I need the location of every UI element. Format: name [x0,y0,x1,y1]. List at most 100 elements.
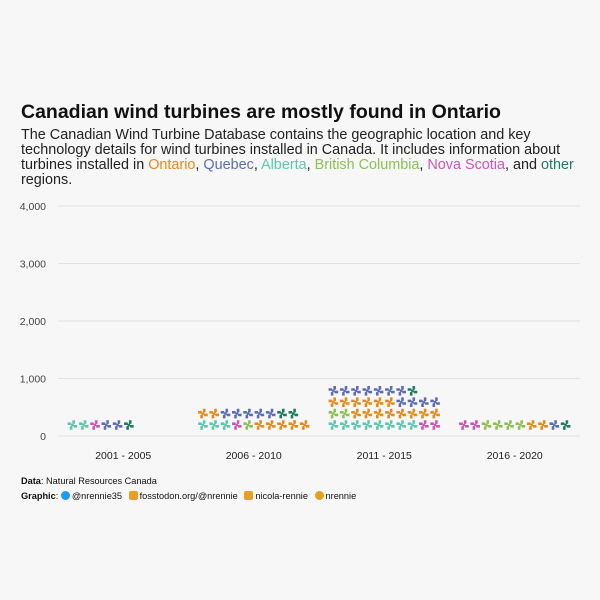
pinwheel-icon [418,397,429,407]
pinwheel-hub [462,423,466,427]
pinwheel-blade [401,390,407,394]
pinwheel-blade [435,425,440,428]
pinwheel-blade [367,386,370,391]
pinwheel-hub [388,412,392,415]
pinwheel-blade [282,413,287,417]
category-label: 2006 - 2010 [226,450,282,462]
pinwheel-blade [520,425,526,428]
pinwheel-hub [411,412,414,415]
pinwheel-blade [95,420,98,425]
pinwheel-blade [265,422,271,425]
pinwheel-blade [83,420,87,425]
pinwheel-blade [554,425,560,428]
pinwheel-blade [435,420,438,425]
pinwheel-blade [459,422,464,425]
pinwheel-hub [343,412,346,415]
pinwheel-icon [385,386,395,396]
pinwheel-blade [333,402,339,405]
pinwheel-blade [362,422,368,425]
pinwheel-blade [389,390,395,394]
pinwheel-blade [412,408,416,414]
pinwheel-blade [362,399,368,403]
pinwheel-blade [356,408,359,414]
github-handle[interactable]: nrennie [325,491,357,501]
pinwheel-blade [259,420,262,425]
graphic-credit: Graphic: @nrennie35 fosstodon.org/@nrenn… [21,491,357,501]
pinwheel-hub [433,412,437,415]
pinwheel-icon [209,408,219,419]
pinwheel-blade [351,411,356,414]
subtitle-separator: , [419,157,428,173]
pinwheel-blade [412,386,416,391]
pinwheel-blade [430,422,436,425]
pinwheel-icon [339,408,350,419]
pinwheel-icon [396,397,407,407]
pinwheel-icon [526,420,537,430]
linkedin-handle[interactable]: nicola-rennie [255,491,308,501]
pinwheel-blade [423,425,429,428]
pinwheel-blade [387,425,390,430]
chart-title: Canadian wind turbines are mostly found … [21,101,501,123]
pinwheel-hub [507,423,511,427]
pinwheel-blade [356,386,359,391]
mastodon-handle[interactable]: fosstodon.org/@nrennie [139,491,238,501]
pinwheel-blade [486,425,492,428]
pinwheel-blade [554,420,557,425]
pinwheel-icon [198,420,208,430]
pinwheel-blade [254,422,260,425]
pinwheel-hub [292,423,295,427]
twitter-handle[interactable]: @nrennie35 [71,491,123,501]
pinwheel-icon [362,386,373,396]
pinwheel-blade [245,425,249,430]
pinwheel-hub [343,389,346,392]
pinwheel-blade [432,402,436,407]
pinwheel-blade [504,422,510,425]
pinwheel-blade [565,420,569,425]
pinwheel-icon [407,408,418,419]
pinwheel-blade [277,411,282,414]
pinwheel-blade [328,388,334,391]
pinwheel-blade [423,397,427,403]
pinwheel-icon [243,420,253,430]
pinwheel-blade [299,422,305,425]
pinwheel-blade [396,422,402,425]
pinwheel-blade [389,413,395,417]
pinwheel-blade [277,422,282,425]
pinwheel-blade [470,422,476,425]
linkedin-icon [244,491,254,500]
pinwheel-blade [344,402,350,405]
pinwheel-blade [497,425,503,428]
pinwheel-icon [459,420,469,430]
data-label: Data [21,476,41,486]
graphic-label: Graphic [21,491,56,501]
pinwheel-blade [421,402,424,407]
pinwheel-blade [268,425,271,430]
pinwheel-hub [235,412,238,415]
pinwheel-icon [265,420,276,430]
pinwheel-hub [258,423,261,427]
pinwheel-hub [280,423,284,427]
subtitle-provinces: Ontario, Quebec, Alberta, British Columb… [148,157,574,173]
pinwheel-blade [115,425,118,430]
pinwheel-blade [529,425,532,430]
pinwheel-blade [353,425,356,430]
pinwheel-blade [407,399,413,403]
pinwheel-icon [254,420,265,430]
pinwheel-blade [401,413,407,417]
pinwheel-blade [211,425,215,430]
subtitle-separator: , [306,157,315,173]
pinwheel-blade [333,413,339,417]
pinwheel-blade [526,422,532,425]
pinwheel-icon [362,420,373,430]
pinwheel-blade [214,408,217,414]
pinwheel-blade [378,390,384,394]
github-icon [314,491,324,500]
pinwheel-blade [265,411,271,414]
category-label: 2011 - 2015 [357,450,412,462]
pinwheel-hub [332,389,335,392]
pinwheel-blade [333,386,336,391]
pinwheel-blade [540,425,543,430]
pinwheel-blade [225,420,229,425]
pinwheel-blade [234,425,237,430]
pinwheel-icon [220,420,231,430]
